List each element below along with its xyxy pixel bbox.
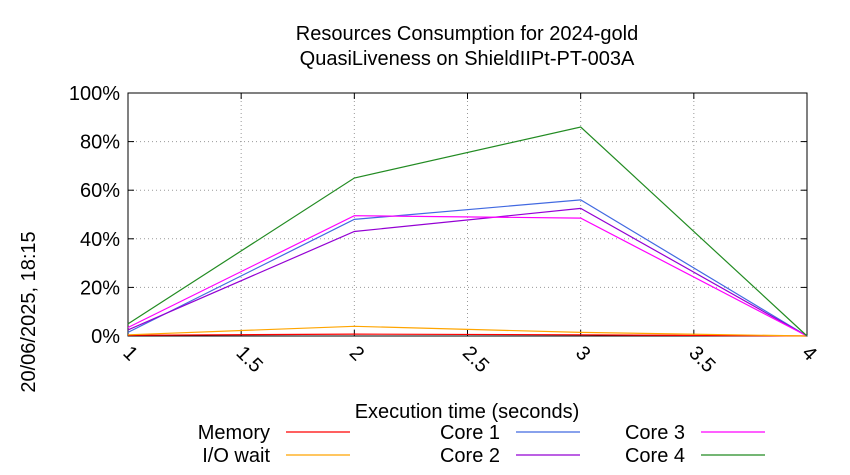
legend-label-core-1: Core 1: [440, 422, 500, 444]
chart-title-line-1: Resources Consumption for 2024-gold: [296, 23, 638, 45]
legend-label-core-3: Core 3: [625, 422, 685, 444]
x-tick-label: 1.5: [232, 342, 267, 377]
y-tick-label: 80%: [80, 132, 120, 154]
y-tick-label: 0%: [91, 326, 120, 348]
series-lines: [127, 126, 808, 337]
y-tick-label: 60%: [80, 180, 120, 202]
x-tick-label: 3: [571, 342, 594, 365]
x-tick-label: 3.5: [684, 342, 719, 377]
y-tick-label: 20%: [80, 277, 120, 299]
x-tick-label: 2: [345, 342, 368, 365]
y-tick-label: 100%: [69, 83, 120, 105]
y-axis-ticks: 0% 20% 40% 60% 80% 100%: [69, 83, 807, 348]
series-line-core-2: [127, 207, 808, 337]
chart-title-line-2: QuasiLiveness on ShieldIIPt-PT-003A: [300, 48, 635, 70]
x-tick-label: 2.5: [458, 342, 493, 377]
x-tick-label: 4: [797, 342, 820, 365]
timestamp-label: 20/06/2025, 18:15: [18, 231, 40, 392]
legend-label-core-2: Core 2: [440, 445, 500, 467]
y-tick-label: 40%: [80, 229, 120, 251]
x-axis-label: Execution time (seconds): [355, 401, 580, 423]
series-line-core-1: [127, 199, 808, 337]
legend-label-i-o-wait: I/O wait: [202, 445, 270, 467]
legend-label-core-4: Core 4: [625, 445, 685, 467]
series-line-core-3: [127, 215, 808, 337]
series-line-core-4: [127, 126, 808, 337]
legend-label-memory: Memory: [198, 422, 270, 444]
series-line-i-o-wait: [127, 325, 808, 337]
grid: [128, 93, 807, 336]
series-line-memory: [127, 333, 808, 337]
x-tick-label: 1: [118, 342, 141, 365]
